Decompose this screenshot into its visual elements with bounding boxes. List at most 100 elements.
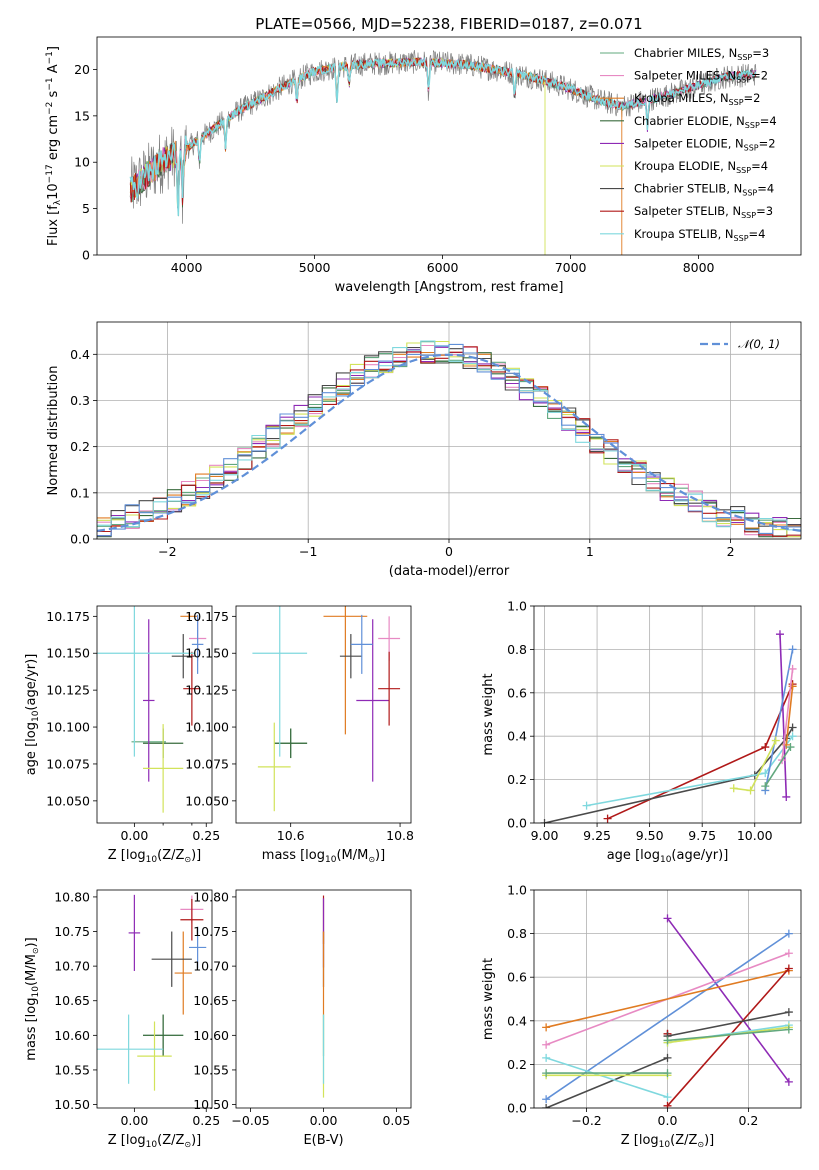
weight-line [545, 969, 790, 1029]
weight-marker [542, 1040, 551, 1049]
weight_vs_age-ytick-label: 0.0 [507, 816, 527, 831]
mass_vs_EBV-ytick-label: 10.65 [193, 993, 229, 1008]
residual-histogram [97, 343, 801, 537]
mass_vs_Z-marks [97, 894, 207, 1091]
xlabel-end: )] [704, 1133, 714, 1148]
weight_vs_age-frame [533, 605, 802, 824]
legend-suffix: =2 [744, 91, 761, 105]
weight-line [545, 1057, 668, 1108]
residuals-ylabel: Normed distribution [46, 366, 61, 496]
legend-name: Chabrier ELODIE, N [634, 114, 745, 128]
xlabel-end: )] [191, 1133, 201, 1148]
residuals-xtick-label: 0 [445, 544, 453, 559]
mass_vs_EBV-xtick-label: −0.05 [231, 1113, 269, 1128]
weight_vs_age-ytick-label: 0.6 [507, 685, 527, 700]
spectrum-legend: Chabrier MILES, NSSP=3 Salpeter MILES, N S… [600, 46, 777, 243]
mass_vs_Z-ytick-label: 10.80 [54, 889, 90, 904]
weight_vs_age-ytick-label: 1.0 [507, 599, 527, 614]
legend-suffix: =2 [759, 136, 776, 150]
weight-marker [788, 723, 797, 732]
residuals-marks [97, 340, 801, 538]
weight_vs_Z-ylabel: mass weight [481, 958, 496, 1040]
age_vs_mass-axes: 10.6 10.8 10.050 10.075 10.100 10.125 10.150 10… [185, 605, 414, 843]
spectrum-axes: 4000 5000 6000 7000 8000 0 5 10 15 20 [74, 36, 802, 275]
mass_vs_Z-ytick-label: 10.55 [54, 1062, 90, 1077]
legend-label: Salpeter ELODIE, NSSP=2 [634, 136, 776, 152]
weight-marker [603, 814, 612, 823]
age_vs_mass-panel: 10.6 10.8 10.050 10.075 10.100 10.125 10.150 10… [185, 605, 414, 843]
mass_vs_EBV-ytick-label: 10.80 [193, 889, 229, 904]
spectrum-ytick-label: 10 [74, 155, 90, 170]
xlabel-end: )] [191, 848, 201, 863]
legend-name: Salpeter STELIB, N [634, 204, 741, 218]
mass_vs_Z-ytick-label: 10.50 [54, 1097, 90, 1112]
legend-name: Chabrier MILES, N [634, 46, 737, 60]
weight_vs_age-ylabel: mass weight [481, 673, 496, 755]
residuals-panel: −2 −1 0 1 2 0.0 0.1 0.2 0.3 0.4 [70, 321, 802, 559]
age_vs_mass-frame [235, 605, 412, 824]
weight_vs_Z-ytick-label: 0.6 [507, 970, 527, 985]
weight-line [764, 649, 794, 791]
age_vs_mass-ytick-label: 10.150 [185, 646, 229, 661]
residuals-xtick-label: −2 [158, 544, 176, 559]
mass_vs_EBV-xlabel: E(B-V) [303, 1133, 343, 1148]
legend-label: Chabrier MILES, NSSP=3 [634, 46, 769, 62]
mass_vs_Z-ytick-label: 10.75 [54, 924, 90, 939]
xlabel-part: Z [log [108, 848, 146, 863]
weight_vs_age-panel: 9.00 9.25 9.50 9.75 10.00 0.0 0.2 0.4 0.6 0.8 1.0 [507, 599, 802, 843]
age_vs_Z-ytick-label: 10.075 [46, 756, 90, 771]
normal-curve [97, 353, 801, 532]
weight-line [667, 1011, 790, 1037]
weight_vs_age-ytick-label: 0.8 [507, 642, 527, 657]
mass_vs_EBV-panel: −0.05 0.00 0.05 10.50 10.55 10.60 10.65 10.70 10… [193, 889, 412, 1128]
legend-name: Salpeter MILES, N [634, 69, 736, 83]
spectrum-ytick-label: 5 [82, 201, 90, 216]
weight-marker [788, 645, 797, 654]
legend-name: Salpeter ELODIE, N [634, 136, 744, 150]
mass_vs_EBV-xtick-label: 0.05 [382, 1113, 410, 1128]
age_vs_Z-ytick-label: 10.150 [46, 646, 90, 661]
mass_vs_Z-xlabel: Z [log10(Z/Z⊙)] [108, 1133, 202, 1150]
spectrum-ylabel: Flux [fλ10−17 erg cm−2 s−1 A−1] [45, 46, 63, 246]
legend-name: Kroupa STELIB, N [634, 227, 734, 241]
weight-marker [782, 792, 791, 801]
spectrum-frame [96, 36, 802, 256]
ylabel-sun: ⊙ [31, 947, 40, 954]
xlabel-rest: (Z/Z [157, 848, 184, 863]
age_vs_Z-xlabel: Z [log10(Z/Z⊙)] [108, 848, 202, 865]
legend-label: Salpeter STELIB, NSSP=3 [634, 204, 773, 220]
legend-suffix: =4 [760, 114, 777, 128]
spectrum-ytick-label: 20 [74, 62, 90, 77]
weight_vs_age-xtick-label: 9.50 [636, 828, 664, 843]
legend-suffix: =4 [757, 182, 774, 196]
weight-line [781, 668, 794, 761]
xlabel-sun: ⊙ [184, 1140, 191, 1149]
weight-marker [663, 1093, 672, 1102]
mass_vs_Z-ytick-label: 10.65 [54, 993, 90, 1008]
mass_vs_Z-panel: 0.00 0.25 10.50 10.55 10.60 10.65 10.70 10.75 10… [54, 889, 220, 1128]
legend-suffix: =4 [749, 227, 766, 241]
weight_vs_Z-xtick-label: 0.0 [658, 1113, 678, 1128]
legend-sub: SSP [742, 189, 757, 198]
xlabel-part: mass [log [262, 848, 325, 863]
ylabel-rest: (age/yr)] [24, 654, 39, 711]
mass_vs_Z-xtick-label: 0.00 [120, 1113, 148, 1128]
residuals-xlabel: (data-model)/error [389, 564, 510, 579]
ylabel-part: mass [log [24, 998, 39, 1061]
weight_vs_age-axes: 9.00 9.25 9.50 9.75 10.00 0.0 0.2 0.4 0.6 0.8 1.0 [507, 599, 802, 843]
residuals-ytick-label: 0.1 [70, 485, 90, 500]
weight_vs_age-ytick-label: 0.4 [507, 729, 527, 744]
weight-marker [729, 784, 738, 793]
weight-marker [542, 1053, 551, 1062]
age_vs_mass-ytick-label: 10.050 [185, 793, 229, 808]
xlabel-part: Z [log [621, 1133, 659, 1148]
mass_vs_EBV-ytick-label: 10.55 [193, 1062, 229, 1077]
weight-marker [542, 1069, 551, 1078]
weight-marker [788, 664, 797, 673]
weight-marker [771, 736, 780, 745]
legend-sub: SSP [736, 166, 751, 175]
residuals-ytick-label: 0.4 [70, 347, 90, 362]
weight-line [607, 683, 794, 820]
spectrum-xtick-label: 5000 [299, 260, 331, 275]
